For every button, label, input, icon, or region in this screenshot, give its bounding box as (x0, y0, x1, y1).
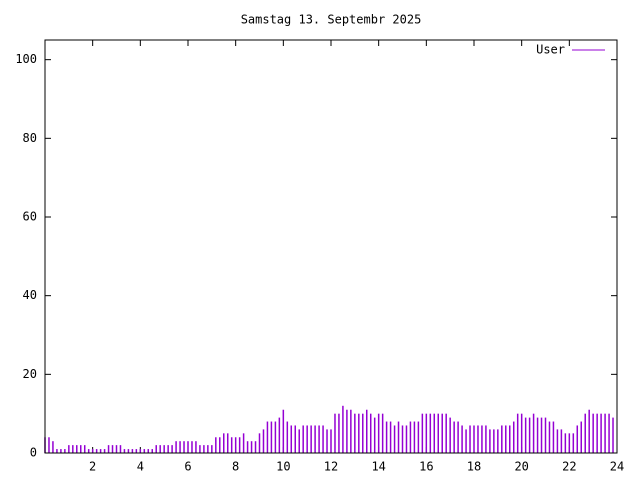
x-tick-label: 16 (419, 460, 433, 474)
x-tick-label: 6 (184, 460, 191, 474)
y-tick-label: 60 (23, 210, 37, 224)
y-tick-label: 20 (23, 367, 37, 381)
x-tick-label: 18 (467, 460, 481, 474)
x-tick-label: 24 (610, 460, 624, 474)
x-tick-label: 20 (514, 460, 528, 474)
x-tick-label: 14 (371, 460, 385, 474)
x-tick-label: 4 (137, 460, 144, 474)
x-tick-label: 2 (89, 460, 96, 474)
x-tick-label: 10 (276, 460, 290, 474)
x-tick-label: 8 (232, 460, 239, 474)
y-tick-label: 40 (23, 288, 37, 302)
y-tick-label: 0 (30, 446, 37, 460)
x-tick-label: 22 (562, 460, 576, 474)
plot-frame (44, 39, 618, 454)
chart-title: Samstag 13. Septembr 2025 (241, 13, 422, 27)
legend-label: User (536, 43, 565, 57)
x-tick-label: 12 (324, 460, 338, 474)
y-tick-label: 80 (23, 131, 37, 145)
y-tick-label: 100 (15, 52, 37, 66)
